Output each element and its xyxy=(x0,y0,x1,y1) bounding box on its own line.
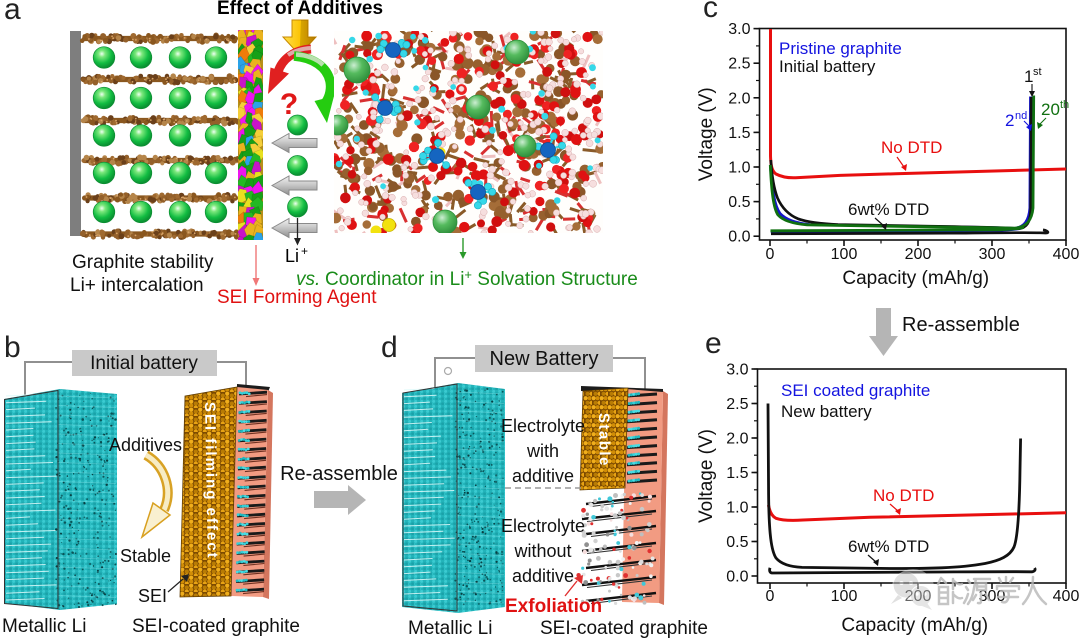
svg-text:Capacity (mAh/g): Capacity (mAh/g) xyxy=(842,268,989,289)
svg-text:Re-assemble: Re-assemble xyxy=(280,463,398,485)
svg-text:No DTD: No DTD xyxy=(873,486,934,505)
svg-text:without: without xyxy=(513,541,571,561)
svg-text:0.5: 0.5 xyxy=(728,194,750,211)
svg-text:0: 0 xyxy=(766,588,775,605)
svg-text:New battery: New battery xyxy=(781,402,872,421)
svg-text:1.0: 1.0 xyxy=(726,500,748,517)
svg-text:Li: Li xyxy=(285,246,299,266)
svg-text:d: d xyxy=(381,331,398,364)
svg-text:300: 300 xyxy=(979,246,1006,263)
svg-text:th: th xyxy=(1060,99,1069,111)
svg-text:Electrolyte: Electrolyte xyxy=(501,516,585,536)
svg-text:0: 0 xyxy=(766,246,775,263)
svg-text:Effect of Additives: Effect of Additives xyxy=(217,0,383,19)
svg-text:400: 400 xyxy=(1053,588,1080,605)
svg-text:Pristine graphite: Pristine graphite xyxy=(779,39,902,58)
svg-text:additive: additive xyxy=(512,466,574,486)
svg-text:0.0: 0.0 xyxy=(726,569,748,586)
svg-text:SEI-coated graphite: SEI-coated graphite xyxy=(540,618,708,639)
svg-text:Stable: Stable xyxy=(120,546,171,566)
svg-text:Initial battery: Initial battery xyxy=(779,57,876,76)
svg-text:2.5: 2.5 xyxy=(728,56,750,73)
svg-text:Capacity (mAh/g): Capacity (mAh/g) xyxy=(841,615,988,636)
svg-text:SEI: SEI xyxy=(138,586,167,606)
svg-text:1.5: 1.5 xyxy=(726,465,748,482)
svg-text:vs.: vs. xyxy=(296,269,320,290)
svg-text:with: with xyxy=(526,441,559,461)
svg-text:SEI-coated graphite: SEI-coated graphite xyxy=(132,616,300,637)
svg-text:6wt% DTD: 6wt% DTD xyxy=(848,537,929,556)
svg-text:0.0: 0.0 xyxy=(728,229,750,246)
svg-text:3.0: 3.0 xyxy=(728,21,750,38)
svg-text:nd: nd xyxy=(1015,110,1027,122)
svg-text:20: 20 xyxy=(1041,100,1060,119)
svg-text:?: ? xyxy=(280,88,298,121)
svg-text:Exfoliation: Exfoliation xyxy=(505,596,602,617)
svg-text:Li+ intercalation: Li+ intercalation xyxy=(70,275,204,296)
svg-text:Voltage (V): Voltage (V) xyxy=(696,87,717,181)
svg-text:additive: additive xyxy=(512,566,574,586)
svg-text:3.0: 3.0 xyxy=(726,362,748,379)
svg-text:Re-assemble: Re-assemble xyxy=(902,314,1020,336)
svg-text:New Battery: New Battery xyxy=(490,348,599,370)
svg-text:2.0: 2.0 xyxy=(726,431,748,448)
svg-text:Stable: Stable xyxy=(595,413,613,467)
svg-text:200: 200 xyxy=(905,246,932,263)
svg-text:Voltage (V): Voltage (V) xyxy=(696,429,717,523)
svg-text:b: b xyxy=(4,331,21,364)
svg-text:0.5: 0.5 xyxy=(726,534,748,551)
svg-text:Coordinator in Li+ Solvation S: Coordinator in Li+ Solvation Structure xyxy=(325,267,638,290)
svg-text:st: st xyxy=(1033,66,1042,78)
svg-text:Electrolyte: Electrolyte xyxy=(501,416,585,436)
svg-text:400: 400 xyxy=(1053,246,1080,263)
svg-text:Metallic Li: Metallic Li xyxy=(408,618,492,639)
svg-text:SEI coated graphite: SEI coated graphite xyxy=(781,381,930,400)
svg-text:Graphite stability: Graphite stability xyxy=(72,252,214,273)
svg-text:Initial battery: Initial battery xyxy=(90,353,198,374)
svg-text:+: + xyxy=(301,244,308,258)
svg-text:1.0: 1.0 xyxy=(728,160,750,177)
svg-text:e: e xyxy=(705,327,722,360)
svg-text:No DTD: No DTD xyxy=(881,138,942,157)
svg-text:Metallic Li: Metallic Li xyxy=(2,616,86,637)
svg-text:SEI Forming Agent: SEI Forming Agent xyxy=(217,287,377,308)
svg-text:2.5: 2.5 xyxy=(726,396,748,413)
svg-text:1.5: 1.5 xyxy=(728,125,750,142)
svg-text:Additives: Additives xyxy=(109,435,182,455)
svg-text:300: 300 xyxy=(979,588,1006,605)
svg-text:1: 1 xyxy=(1024,67,1033,86)
svg-text:2.0: 2.0 xyxy=(728,90,750,107)
svg-text:SEI filming effect: SEI filming effect xyxy=(201,402,221,560)
svg-text:c: c xyxy=(703,0,718,24)
svg-text:100: 100 xyxy=(831,246,858,263)
svg-text:100: 100 xyxy=(831,588,858,605)
svg-text:a: a xyxy=(4,0,21,26)
svg-text:6wt% DTD: 6wt% DTD xyxy=(848,200,929,219)
svg-text:2: 2 xyxy=(1005,111,1014,130)
